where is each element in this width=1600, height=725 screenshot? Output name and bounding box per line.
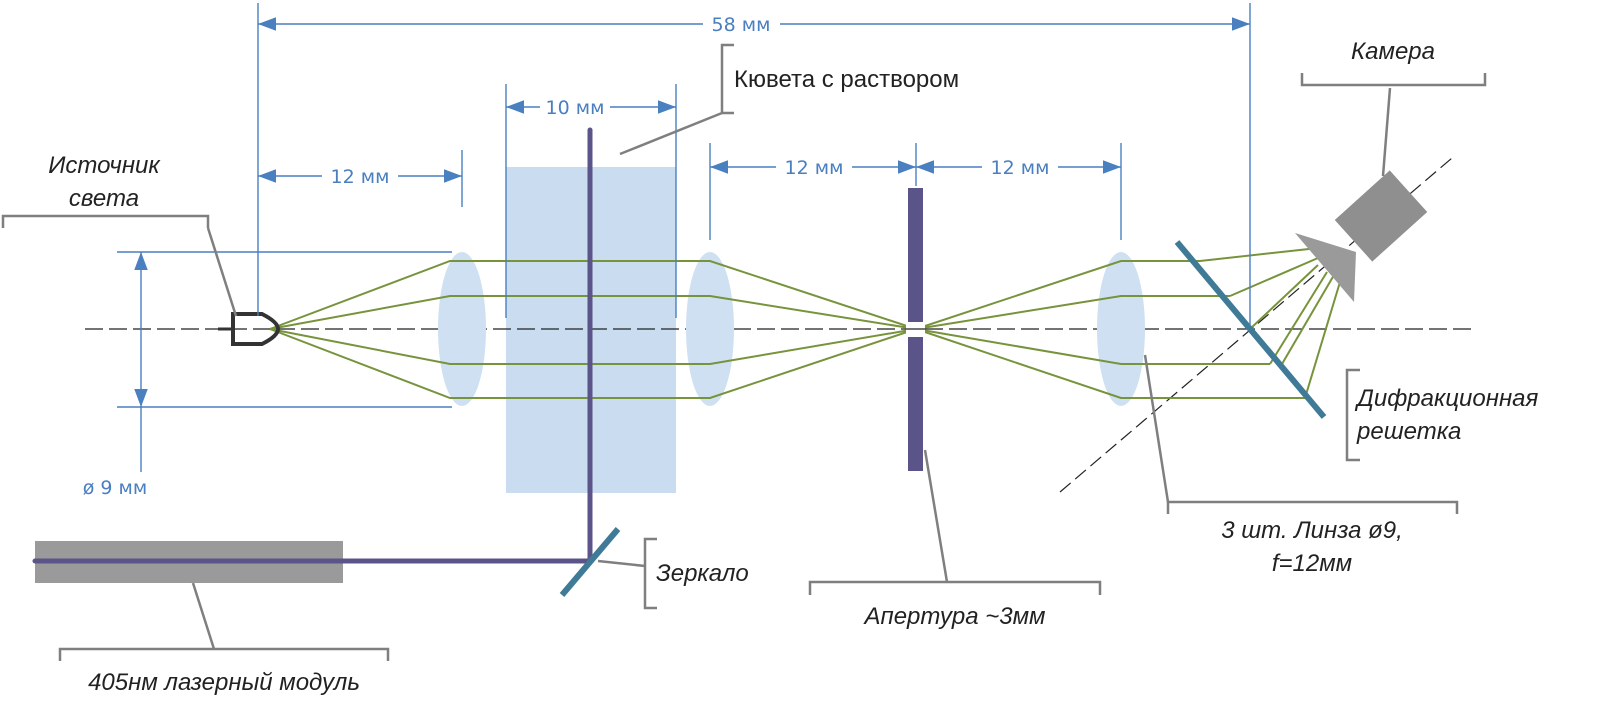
label-grating-line2: решетка bbox=[1356, 418, 1461, 445]
camera bbox=[1334, 170, 1428, 262]
mirror bbox=[559, 527, 621, 597]
label-laser: 405нм лазерный модуль bbox=[88, 669, 360, 696]
diffraction-grating bbox=[1174, 240, 1327, 419]
dim-cuvette: 10 мм bbox=[546, 97, 605, 119]
callout-lines bbox=[1, 43, 1487, 661]
label-aperture: Апертура ~3мм bbox=[862, 603, 1045, 630]
lens-3 bbox=[1097, 252, 1145, 406]
label-light-source-line2: света bbox=[69, 185, 139, 212]
light-source-icon bbox=[218, 312, 281, 346]
label-cuvette: Кювета с раствором bbox=[734, 66, 959, 93]
dimension-lines bbox=[117, 3, 1251, 472]
label-camera: Камера bbox=[1351, 38, 1435, 65]
dim-beam-diameter: ø 9 мм bbox=[83, 477, 147, 499]
light-rays bbox=[269, 247, 1341, 399]
label-light-source-line1: Источник bbox=[48, 152, 161, 179]
label-grating-line1: Дифракционная bbox=[1354, 385, 1539, 412]
label-mirror: Зеркало bbox=[656, 560, 749, 587]
dim-aperture-lens: 12 мм bbox=[991, 157, 1050, 179]
camera-lens bbox=[1295, 233, 1356, 302]
dim-total: 58 мм bbox=[712, 14, 771, 36]
lens-2 bbox=[686, 252, 734, 406]
label-lenses-line1: 3 шт. Линза ø9, bbox=[1221, 517, 1403, 544]
dim-lens-aperture: 12 мм bbox=[785, 157, 844, 179]
label-lenses-line2: f=12мм bbox=[1272, 550, 1352, 577]
lens-1 bbox=[438, 252, 486, 406]
dim-source-lens: 12 мм bbox=[331, 166, 390, 188]
